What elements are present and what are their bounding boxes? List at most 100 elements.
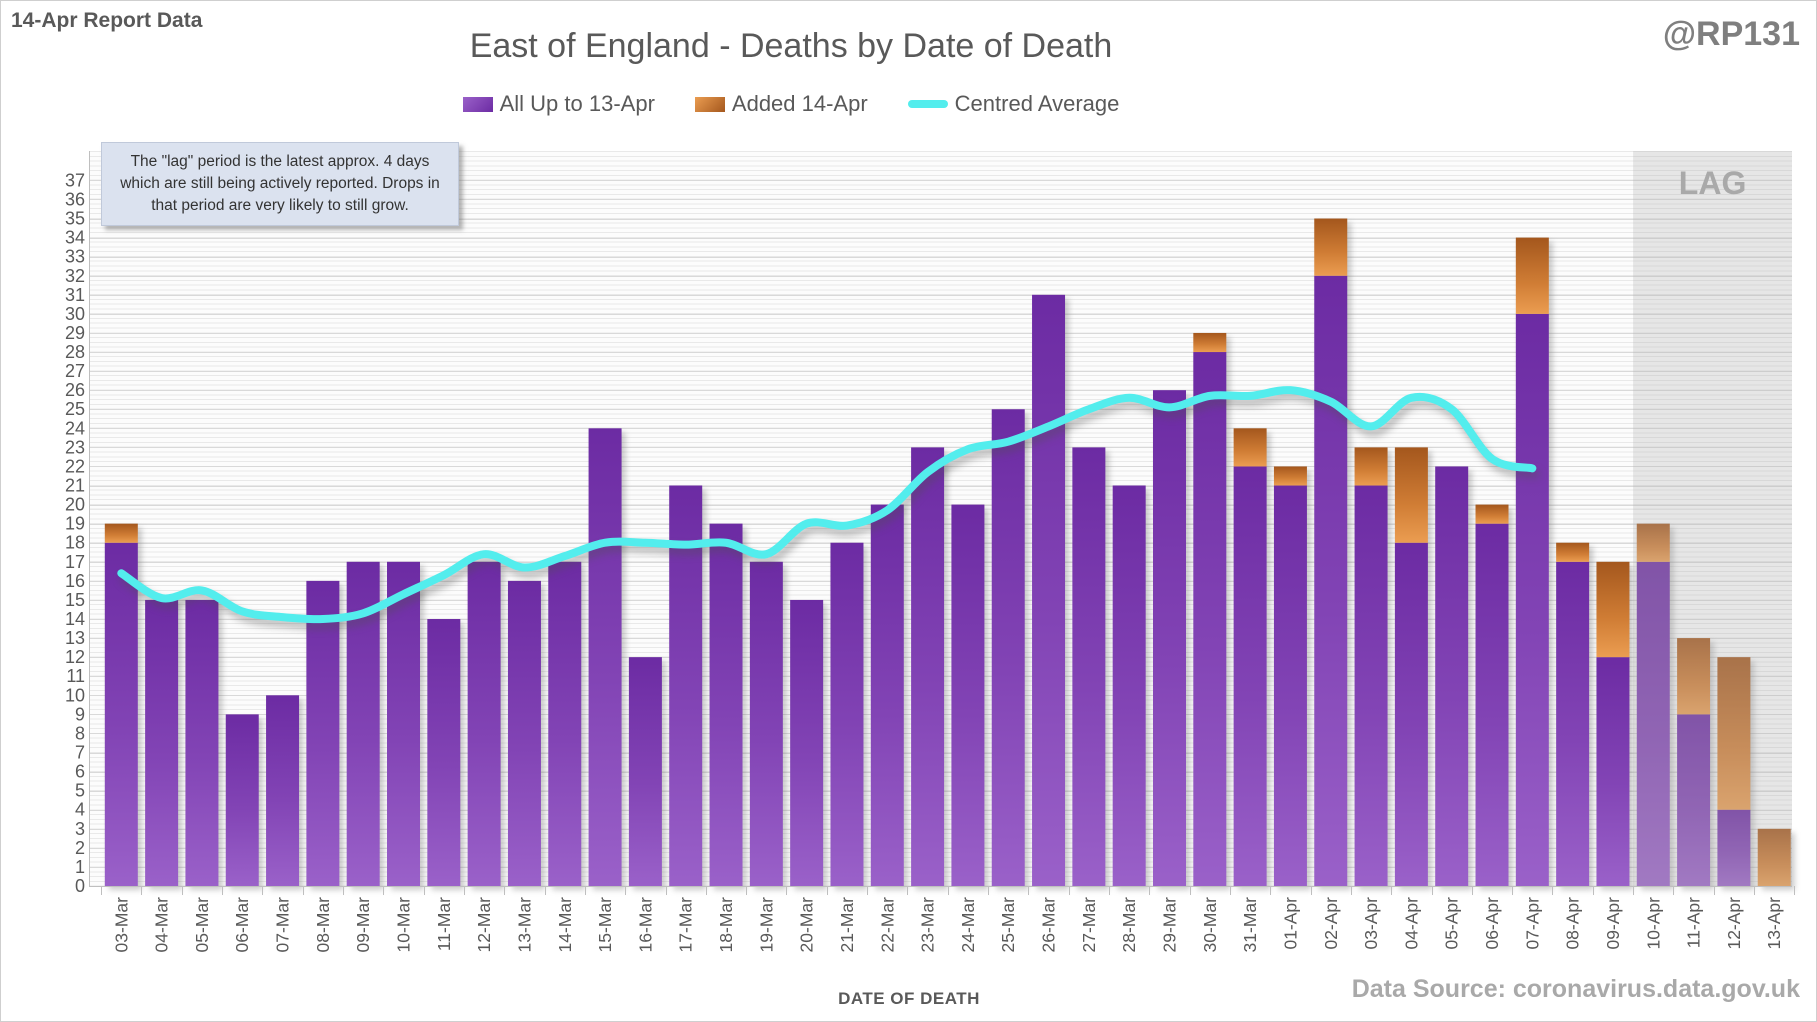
bar-segment-all-up-to xyxy=(1636,561,1670,886)
bar-segment-all-up-to xyxy=(1273,485,1307,886)
y-tick-label: 23 xyxy=(65,437,85,457)
bar-segment-all-up-to xyxy=(266,695,300,886)
bar-segment-added xyxy=(1717,657,1751,810)
x-tick-label: 04-Apr xyxy=(1401,897,1421,950)
y-tick-label: 28 xyxy=(65,342,85,362)
bar-segment-all-up-to xyxy=(427,619,461,886)
x-tick-label: 19-Mar xyxy=(756,897,776,953)
x-tick-label: 20-Mar xyxy=(797,897,817,953)
bar-segment-all-up-to xyxy=(1556,561,1590,886)
y-tick-label: 24 xyxy=(65,418,85,438)
legend-item-centred-average: Centred Average xyxy=(907,91,1120,117)
y-tick-label: 26 xyxy=(65,380,85,400)
y-tick-label: 9 xyxy=(75,704,85,724)
y-tick-label: 31 xyxy=(65,285,85,305)
bar-segment-added xyxy=(1556,542,1590,562)
bar-segment-all-up-to xyxy=(1677,714,1711,886)
x-tick-label: 21-Mar xyxy=(837,897,857,953)
y-tick-label: 36 xyxy=(65,189,85,209)
bar-segment-all-up-to xyxy=(1475,523,1509,886)
x-tick-label: 02-Apr xyxy=(1321,897,1341,950)
y-tick-label: 5 xyxy=(75,781,85,801)
bar-segment-all-up-to xyxy=(548,561,582,886)
y-tick-label: 16 xyxy=(65,571,85,591)
y-tick-label: 12 xyxy=(65,647,85,667)
bar-segment-added xyxy=(1394,447,1428,543)
x-axis-labels: 03-Mar 04-Mar 05-Mar 06-Mar 07-Mar 08-Mar 09-M… xyxy=(111,897,1784,953)
x-tick-label: 25-Mar xyxy=(998,897,1018,953)
x-tick-label: 30-Mar xyxy=(1200,897,1220,953)
bar-segment-added xyxy=(1314,218,1348,276)
x-tick-label: 07-Apr xyxy=(1522,897,1542,950)
y-tick-label: 2 xyxy=(75,838,85,858)
x-tick-label: 05-Mar xyxy=(192,897,212,953)
purple-bar-swatch-icon xyxy=(462,96,493,112)
y-tick-label: 20 xyxy=(65,495,85,515)
bar-segment-all-up-to xyxy=(911,447,945,886)
lag-region-label: LAG xyxy=(1679,165,1747,201)
bar-segment-all-up-to xyxy=(1193,352,1227,886)
bar-segment-added xyxy=(1273,466,1307,486)
bar-segment-added xyxy=(1193,332,1227,353)
bar-segment-all-up-to xyxy=(306,580,340,886)
bar-segment-all-up-to xyxy=(749,561,783,886)
bar-segment-all-up-to xyxy=(951,504,985,886)
x-tick-label: 10-Mar xyxy=(394,897,414,953)
data-source-label: Data Source: coronavirus.data.gov.uk xyxy=(1351,975,1800,1003)
legend-label: Centred Average xyxy=(954,91,1120,116)
bar-segment-all-up-to xyxy=(1515,313,1549,886)
x-tick-label: 26-Mar xyxy=(1039,897,1059,953)
x-tick-label: 11-Mar xyxy=(434,897,454,951)
bar-segment-all-up-to xyxy=(1394,542,1428,886)
bar-segment-all-up-to xyxy=(1032,294,1066,886)
x-tick-label: 06-Mar xyxy=(232,897,252,953)
legend-label: Added 14-Apr xyxy=(731,91,868,116)
bar-segment-all-up-to xyxy=(145,599,179,886)
bar-segment-all-up-to xyxy=(1596,657,1630,886)
y-tick-label: 25 xyxy=(65,399,85,419)
x-tick-label: 06-Apr xyxy=(1482,897,1502,950)
x-tick-label: 10-Apr xyxy=(1643,897,1663,950)
bar-segment-all-up-to xyxy=(830,542,864,886)
y-tick-label: 1 xyxy=(75,857,85,877)
x-tick-label: 03-Apr xyxy=(1361,897,1381,950)
x-axis-title: DATE OF DEATH xyxy=(838,989,980,1008)
bar-segment-all-up-to xyxy=(588,428,622,886)
x-axis-ticks xyxy=(101,886,1795,895)
bar-segment-all-up-to xyxy=(1112,485,1146,886)
y-tick-label: 13 xyxy=(65,628,85,648)
y-tick-label: 29 xyxy=(65,323,85,343)
legend-item-all-up-to: All Up to 13-Apr xyxy=(462,91,655,117)
x-tick-label: 04-Mar xyxy=(152,897,172,953)
x-tick-label: 24-Mar xyxy=(958,897,978,953)
x-tick-label: 29-Mar xyxy=(1159,897,1179,953)
y-tick-label: 7 xyxy=(75,743,85,763)
lag-annotation-callout: The "lag" period is the latest approx. 4… xyxy=(101,142,459,226)
x-tick-label: 09-Apr xyxy=(1603,897,1623,950)
bar-segment-all-up-to xyxy=(1435,466,1469,886)
x-tick-label: 13-Apr xyxy=(1764,897,1784,950)
bar-segment-all-up-to xyxy=(1717,809,1751,886)
y-tick-label: 8 xyxy=(75,723,85,743)
x-tick-label: 14-Mar xyxy=(555,897,575,953)
bar-segment-added xyxy=(1475,504,1509,524)
bar-segment-added xyxy=(1233,428,1267,467)
y-tick-label: 33 xyxy=(65,247,85,267)
x-tick-label: 17-Mar xyxy=(676,897,696,953)
report-label: 14-Apr Report Data xyxy=(11,9,203,32)
bar-segment-added xyxy=(1677,638,1711,715)
chart-title: East of England - Deaths by Date of Deat… xyxy=(469,27,1113,65)
bar-segment-added xyxy=(1636,523,1670,562)
x-tick-label: 28-Mar xyxy=(1119,897,1139,953)
bar-segment-all-up-to xyxy=(1152,390,1186,886)
y-tick-label: 11 xyxy=(66,666,85,686)
orange-bar-swatch-icon xyxy=(694,96,725,112)
x-tick-label: 18-Mar xyxy=(716,897,736,953)
y-tick-label: 22 xyxy=(65,456,85,476)
y-tick-label: 27 xyxy=(65,361,85,381)
legend-item-added: Added 14-Apr xyxy=(694,91,868,117)
x-tick-label: 07-Mar xyxy=(273,897,293,953)
bar-segment-all-up-to xyxy=(467,561,501,886)
